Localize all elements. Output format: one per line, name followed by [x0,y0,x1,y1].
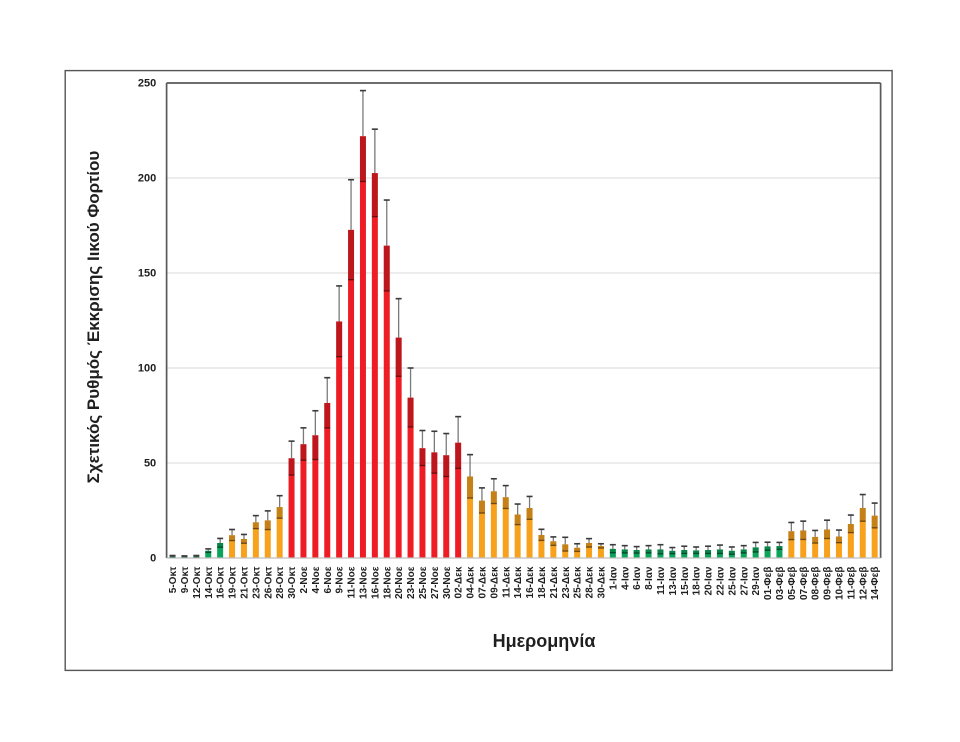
svg-text:13-Ιαν: 13-Ιαν [668,566,679,595]
svg-text:02-Δεκ: 02-Δεκ [454,566,465,598]
svg-text:26-Οκτ: 26-Οκτ [263,566,274,599]
svg-text:8-Ιαν: 8-Ιαν [644,566,655,590]
svg-text:25-Νοε: 25-Νοε [418,566,429,599]
svg-text:Ημερομηνία: Ημερομηνία [493,631,596,651]
svg-text:9-Οκτ: 9-Οκτ [180,566,191,593]
svg-text:28-Οκτ: 28-Οκτ [275,566,286,599]
svg-text:18-Νοε: 18-Νοε [382,566,393,599]
svg-text:12-Οκτ: 12-Οκτ [192,566,203,599]
svg-text:29-Ιαν: 29-Ιαν [751,566,762,595]
svg-text:100: 100 [138,363,156,375]
svg-text:05-Φεβ: 05-Φεβ [787,567,798,601]
svg-text:0: 0 [150,553,156,565]
svg-text:10-Φεβ: 10-Φεβ [834,567,845,601]
svg-text:18-Ιαν: 18-Ιαν [692,566,703,595]
svg-text:23-Δεκ: 23-Δεκ [561,566,572,598]
svg-text:25-Δεκ: 25-Δεκ [573,566,584,598]
svg-text:11-Ιαν: 11-Ιαν [656,566,667,595]
svg-text:11-Νοε: 11-Νοε [347,566,358,598]
svg-text:27-Ιαν: 27-Ιαν [739,566,750,595]
svg-text:9-Νοε: 9-Νοε [335,566,346,593]
svg-text:09-Δεκ: 09-Δεκ [489,566,500,598]
svg-text:21-Οκτ: 21-Οκτ [239,566,250,599]
svg-text:250: 250 [138,78,156,90]
svg-text:25-Ιαν: 25-Ιαν [727,566,738,595]
svg-text:200: 200 [138,173,156,185]
svg-text:12-Φεβ: 12-Φεβ [858,567,869,601]
svg-text:20-Ιαν: 20-Ιαν [704,566,715,595]
svg-text:03-Φεβ: 03-Φεβ [775,567,786,601]
svg-text:27-Νοε: 27-Νοε [430,566,441,599]
svg-text:19-Οκτ: 19-Οκτ [228,566,239,599]
svg-text:09-Φεβ: 09-Φεβ [823,567,834,601]
svg-text:08-Φεβ: 08-Φεβ [811,567,822,601]
svg-text:6-Νοε: 6-Νοε [323,566,334,593]
svg-text:18-Δεκ: 18-Δεκ [537,566,548,598]
svg-text:11-Φεβ: 11-Φεβ [846,567,857,600]
svg-text:1-Ιαν: 1-Ιαν [608,566,619,590]
svg-text:04-Δεκ: 04-Δεκ [466,566,477,598]
svg-text:01-Φεβ: 01-Φεβ [763,567,774,601]
svg-text:30-Οκτ: 30-Οκτ [287,566,298,599]
svg-text:16-Δεκ: 16-Δεκ [525,566,536,598]
svg-text:14-Δεκ: 14-Δεκ [513,566,524,598]
svg-text:07-Δεκ: 07-Δεκ [477,566,488,598]
svg-text:Σχετικός Ρυθμός Έκκρισης Ιικού: Σχετικός Ρυθμός Έκκρισης Ιικού Φορτίου [84,151,103,484]
svg-text:4-Ιαν: 4-Ιαν [620,566,631,590]
svg-text:20-Νοε: 20-Νοε [394,566,405,599]
svg-text:4-Νοε: 4-Νοε [311,566,322,593]
svg-text:16-Οκτ: 16-Οκτ [216,566,227,599]
svg-text:21-Δεκ: 21-Δεκ [549,566,560,598]
svg-text:30-Δεκ: 30-Δεκ [596,566,607,598]
svg-text:23-Οκτ: 23-Οκτ [251,566,262,599]
svg-text:14-Οκτ: 14-Οκτ [204,566,215,599]
svg-text:22-Ιαν: 22-Ιαν [715,566,726,595]
svg-text:07-Φεβ: 07-Φεβ [799,567,810,601]
svg-text:15-Ιαν: 15-Ιαν [680,566,691,595]
svg-text:28-Δεκ: 28-Δεκ [585,566,596,598]
svg-text:6-Ιαν: 6-Ιαν [632,566,643,590]
svg-text:30-Νοε: 30-Νοε [442,566,453,599]
svg-text:50: 50 [144,458,156,470]
svg-text:13-Νοε: 13-Νοε [358,566,369,599]
svg-text:23-Νοε: 23-Νοε [406,566,417,599]
svg-text:5-Οκτ: 5-Οκτ [168,566,179,593]
svg-text:11-Δεκ: 11-Δεκ [501,566,512,598]
svg-text:14-Φεβ: 14-Φεβ [870,567,881,601]
svg-text:2-Νοε: 2-Νοε [299,566,310,593]
svg-text:16-Νοε: 16-Νοε [370,566,381,599]
svg-text:150: 150 [138,268,156,280]
